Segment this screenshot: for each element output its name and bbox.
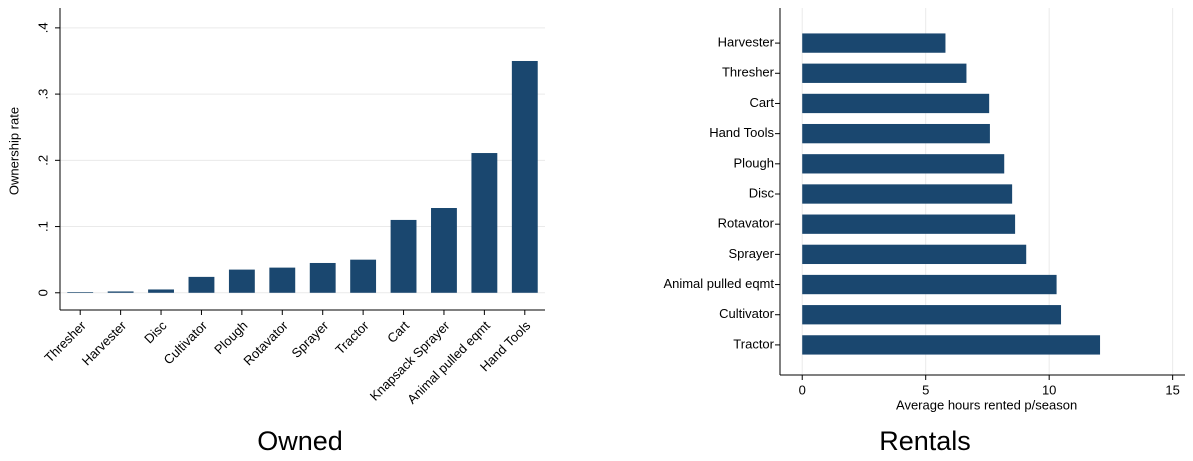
y-tick-label: Tractor — [733, 336, 774, 351]
bar — [802, 93, 990, 114]
bar — [188, 276, 215, 293]
chart-title: Rentals — [879, 426, 971, 456]
bar — [802, 274, 1057, 295]
bar — [802, 244, 1027, 265]
bar — [148, 289, 174, 293]
bar — [269, 267, 296, 293]
y-axis-label: Ownership rate — [6, 107, 21, 195]
bar — [431, 208, 457, 293]
bar — [802, 63, 967, 83]
bar — [309, 262, 336, 293]
bar — [802, 214, 1016, 234]
x-tick-label: Cultivator — [161, 317, 211, 367]
y-tick-label: .4 — [35, 22, 50, 33]
bar — [802, 154, 1005, 174]
y-tick-label: Animal pulled eqmt — [663, 276, 774, 291]
x-tick-label: Rotavator — [240, 317, 291, 368]
bar — [350, 259, 377, 293]
x-tick-label: Plough — [211, 318, 250, 357]
y-tick-label: Plough — [734, 155, 774, 170]
x-tick-label: Disc — [141, 318, 170, 347]
bar — [107, 291, 134, 293]
y-tick-label: Rotavator — [718, 216, 775, 231]
y-tick-label: Thresher — [722, 65, 775, 80]
x-axis-label: Average hours rented p/season — [896, 397, 1077, 412]
bar — [802, 33, 946, 53]
x-tick-label: Sprayer — [288, 317, 331, 360]
x-tick-label: Tractor — [332, 317, 372, 357]
x-tick-label: 15 — [1165, 382, 1179, 397]
y-tick-label: .2 — [35, 155, 50, 166]
x-tick-label: Cart — [384, 318, 412, 346]
y-tick-label: Cultivator — [719, 306, 775, 321]
y-tick-label: 0 — [35, 289, 50, 296]
x-tick-label: 5 — [922, 382, 929, 397]
bar — [802, 305, 1062, 325]
bar — [67, 292, 94, 293]
bar — [511, 60, 538, 293]
x-tick-label: Harvester — [79, 317, 130, 368]
bar — [228, 269, 255, 293]
y-tick-label: Hand Tools — [709, 125, 774, 140]
y-tick-label: .1 — [35, 221, 50, 232]
bar — [802, 184, 1013, 204]
y-tick-label: Disc — [749, 185, 775, 200]
y-tick-label: Cart — [749, 95, 774, 110]
y-tick-label: .3 — [35, 89, 50, 100]
chart-title: Owned — [257, 426, 343, 456]
x-tick-label: 10 — [1042, 382, 1056, 397]
bar — [390, 219, 417, 293]
bar — [802, 123, 990, 144]
bar — [802, 335, 1101, 355]
y-tick-label: Sprayer — [728, 246, 774, 261]
y-tick-label: Harvester — [718, 35, 775, 50]
x-tick-label: 0 — [799, 382, 806, 397]
bar — [471, 153, 498, 293]
